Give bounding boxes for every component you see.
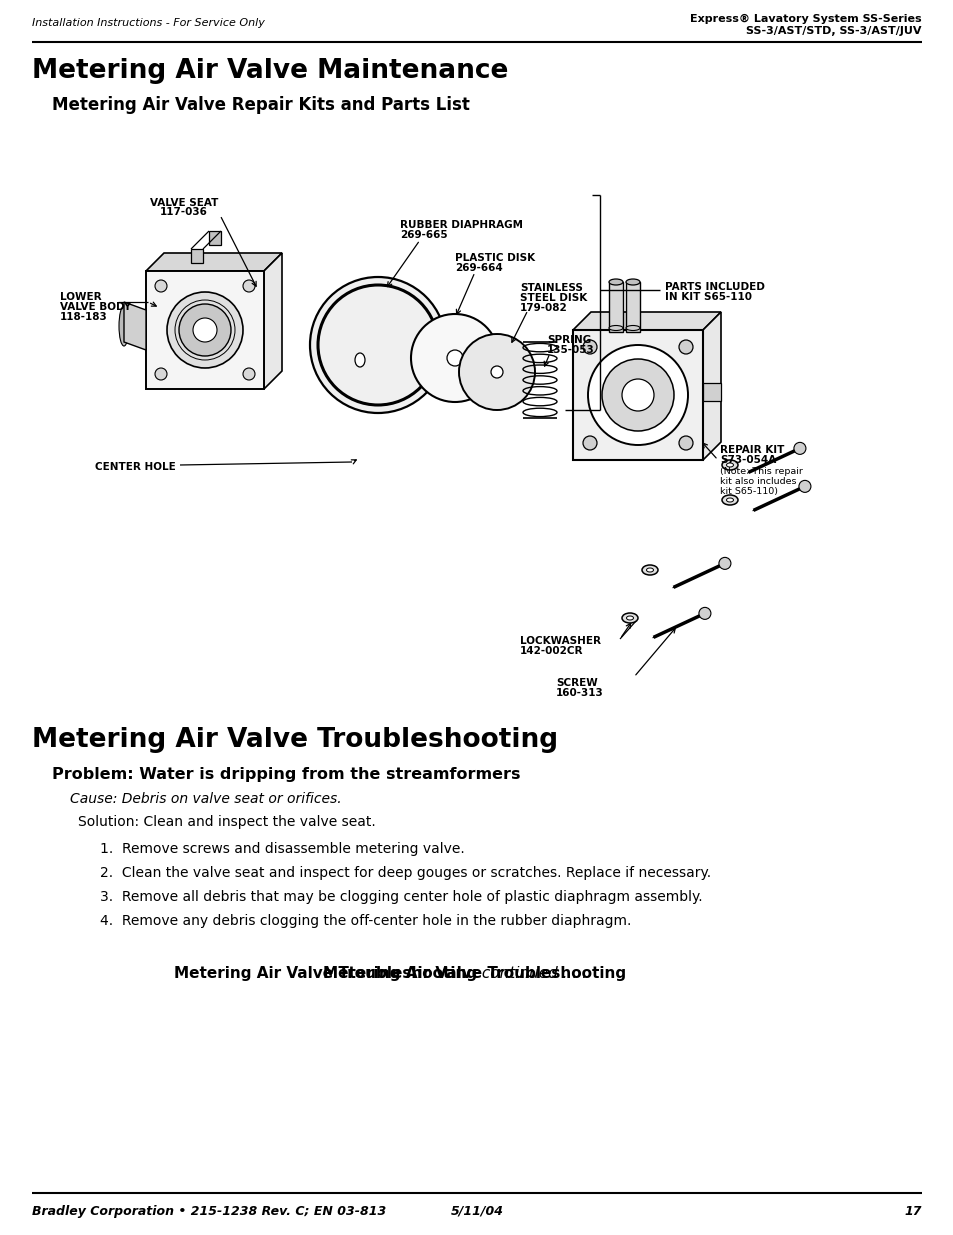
- Text: STAINLESS: STAINLESS: [519, 283, 582, 293]
- Text: IN KIT S65-110: IN KIT S65-110: [664, 291, 751, 303]
- Text: Metering Air Valve Repair Kits and Parts List: Metering Air Valve Repair Kits and Parts…: [52, 96, 470, 114]
- Text: 179-082: 179-082: [519, 303, 567, 312]
- Text: kit S65-110): kit S65-110): [720, 487, 778, 496]
- Text: Problem: Water is dripping from the streamformers: Problem: Water is dripping from the stre…: [52, 767, 520, 782]
- Ellipse shape: [726, 463, 733, 467]
- Text: Bradley Corporation • 215-1238 Rev. C; EN 03-813: Bradley Corporation • 215-1238 Rev. C; E…: [32, 1205, 386, 1218]
- Text: RUBBER DIAPHRAGM: RUBBER DIAPHRAGM: [399, 220, 522, 230]
- Circle shape: [179, 304, 231, 356]
- Circle shape: [793, 442, 805, 454]
- Text: Solution: Clean and inspect the valve seat.: Solution: Clean and inspect the valve se…: [78, 815, 375, 829]
- Text: SPRING: SPRING: [546, 335, 591, 345]
- Polygon shape: [702, 312, 720, 459]
- Text: S73-054A: S73-054A: [720, 454, 776, 466]
- Circle shape: [411, 314, 498, 403]
- Text: SS-3/AST/STD, SS-3/AST/JUV: SS-3/AST/STD, SS-3/AST/JUV: [745, 26, 921, 36]
- Bar: [209, 231, 221, 245]
- Ellipse shape: [721, 459, 738, 471]
- Text: Express® Lavatory System SS-Series: Express® Lavatory System SS-Series: [690, 14, 921, 23]
- Text: Cause: Debris on valve seat or orifices.: Cause: Debris on valve seat or orifices.: [70, 792, 341, 806]
- Text: 269-664: 269-664: [455, 263, 502, 273]
- Ellipse shape: [641, 564, 658, 576]
- Ellipse shape: [608, 279, 622, 285]
- Circle shape: [679, 340, 692, 354]
- FancyBboxPatch shape: [146, 270, 264, 389]
- Circle shape: [582, 436, 597, 450]
- Circle shape: [679, 436, 692, 450]
- Text: continued . . .: continued . . .: [476, 966, 586, 981]
- Ellipse shape: [119, 306, 129, 346]
- Polygon shape: [573, 312, 720, 330]
- Text: STEEL DISK: STEEL DISK: [519, 293, 587, 303]
- Text: VALVE BODY: VALVE BODY: [60, 303, 132, 312]
- Text: Installation Instructions - For Service Only: Installation Instructions - For Service …: [32, 19, 265, 28]
- Text: 142-002CR: 142-002CR: [519, 646, 583, 656]
- Circle shape: [699, 608, 710, 620]
- Bar: [191, 249, 203, 263]
- Circle shape: [582, 340, 597, 354]
- Ellipse shape: [626, 616, 633, 620]
- Circle shape: [243, 280, 254, 291]
- Text: PLASTIC DISK: PLASTIC DISK: [455, 253, 535, 263]
- Text: Metering Air Valve Troubleshooting: Metering Air Valve Troubleshooting: [173, 966, 476, 981]
- Bar: [608, 282, 622, 332]
- Circle shape: [587, 345, 687, 445]
- Text: 5/11/04: 5/11/04: [450, 1205, 503, 1218]
- Polygon shape: [124, 303, 146, 350]
- Text: CENTER HOLE: CENTER HOLE: [95, 462, 175, 472]
- Circle shape: [458, 333, 535, 410]
- Circle shape: [310, 277, 446, 412]
- Ellipse shape: [726, 498, 733, 501]
- Text: 3.  Remove all debris that may be clogging center hole of plastic diaphragm asse: 3. Remove all debris that may be cloggin…: [100, 890, 702, 904]
- Text: 1.  Remove screws and disassemble metering valve.: 1. Remove screws and disassemble meterin…: [100, 842, 464, 856]
- Text: SCREW: SCREW: [556, 678, 598, 688]
- Text: Metering Air Valve Maintenance: Metering Air Valve Maintenance: [32, 58, 508, 84]
- Bar: [625, 282, 639, 332]
- Text: 4.  Remove any debris clogging the off-center hole in the rubber diaphragm.: 4. Remove any debris clogging the off-ce…: [100, 914, 631, 927]
- Text: 117-036: 117-036: [160, 207, 208, 217]
- Text: Metering Air Valve Troubleshooting: Metering Air Valve Troubleshooting: [322, 966, 631, 981]
- Circle shape: [193, 317, 216, 342]
- Ellipse shape: [625, 326, 639, 331]
- Circle shape: [621, 379, 654, 411]
- Ellipse shape: [621, 613, 638, 622]
- Circle shape: [154, 368, 167, 380]
- Ellipse shape: [355, 353, 365, 367]
- Bar: [702, 383, 720, 401]
- Text: PARTS INCLUDED: PARTS INCLUDED: [664, 282, 764, 291]
- Circle shape: [447, 350, 462, 366]
- Circle shape: [719, 557, 730, 569]
- Text: (Note: This repair: (Note: This repair: [720, 467, 802, 475]
- Text: LOWER: LOWER: [60, 291, 102, 303]
- Circle shape: [491, 366, 502, 378]
- Text: Metering Air Valve Troubleshooting: Metering Air Valve Troubleshooting: [32, 727, 558, 753]
- Text: 160-313: 160-313: [556, 688, 603, 698]
- Polygon shape: [264, 253, 282, 389]
- Text: 135-053: 135-053: [546, 345, 594, 354]
- Text: 269-665: 269-665: [399, 230, 447, 240]
- FancyBboxPatch shape: [573, 330, 702, 459]
- Polygon shape: [146, 253, 282, 270]
- Text: 118-183: 118-183: [60, 312, 108, 322]
- Circle shape: [167, 291, 243, 368]
- Circle shape: [601, 359, 673, 431]
- Text: kit also includes: kit also includes: [720, 477, 796, 487]
- Ellipse shape: [625, 279, 639, 285]
- Ellipse shape: [608, 326, 622, 331]
- Text: 17: 17: [903, 1205, 921, 1218]
- Text: 2.  Clean the valve seat and inspect for deep gouges or scratches. Replace if ne: 2. Clean the valve seat and inspect for …: [100, 866, 710, 881]
- Circle shape: [154, 280, 167, 291]
- Ellipse shape: [646, 568, 653, 572]
- Text: REPAIR KIT: REPAIR KIT: [720, 445, 783, 454]
- Text: VALVE SEAT: VALVE SEAT: [150, 198, 218, 207]
- Circle shape: [798, 480, 810, 493]
- Ellipse shape: [721, 495, 738, 505]
- Circle shape: [243, 368, 254, 380]
- Text: LOCKWASHER: LOCKWASHER: [519, 636, 600, 646]
